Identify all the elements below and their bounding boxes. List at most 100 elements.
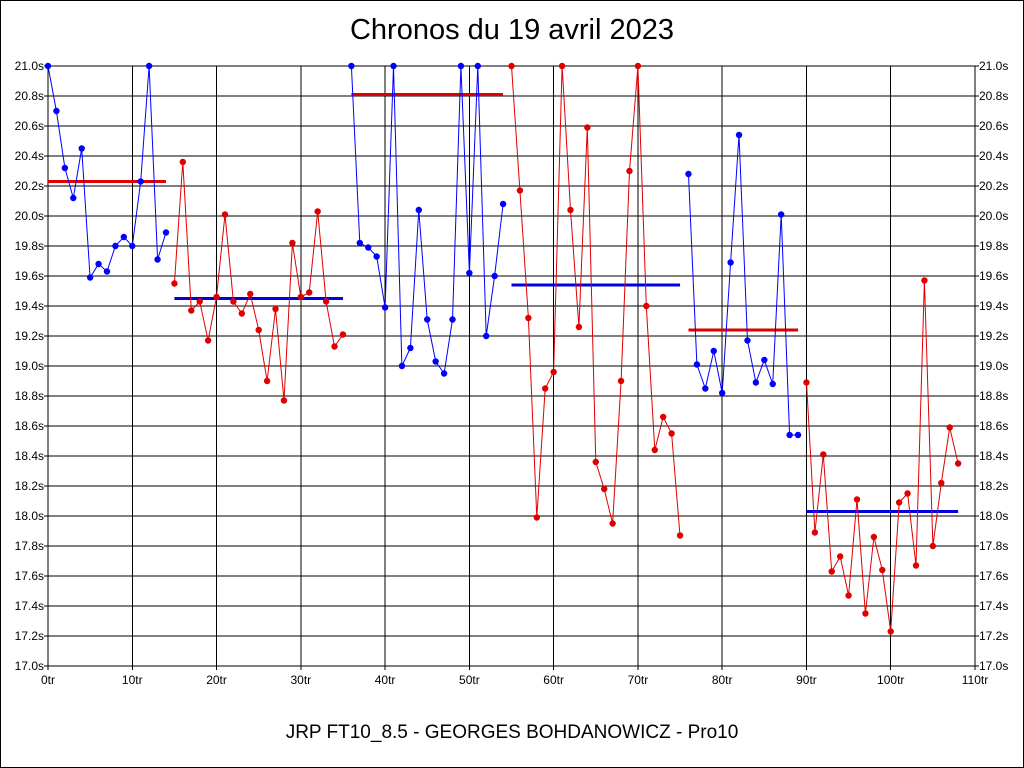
data-point bbox=[828, 568, 835, 575]
data-point bbox=[289, 239, 296, 247]
data-point bbox=[803, 379, 810, 386]
data-point bbox=[297, 293, 305, 301]
y-tick-label-left: 17.8s bbox=[15, 539, 44, 553]
data-point bbox=[137, 178, 144, 185]
data-point bbox=[938, 479, 945, 487]
data-point bbox=[609, 520, 616, 527]
data-point bbox=[668, 430, 675, 437]
data-point bbox=[407, 344, 414, 352]
data-point bbox=[685, 170, 692, 178]
data-point bbox=[491, 272, 498, 280]
y-tick-label-right: 18.2s bbox=[979, 479, 1008, 493]
y-tick-label-right: 21.0s bbox=[979, 59, 1008, 73]
y-tick-label-right: 20.6s bbox=[979, 119, 1008, 133]
data-point bbox=[735, 131, 743, 139]
data-point bbox=[145, 62, 153, 70]
data-point bbox=[676, 532, 684, 539]
y-tick-label-left: 19.6s bbox=[15, 269, 44, 283]
data-point bbox=[693, 361, 701, 368]
data-point bbox=[575, 323, 583, 331]
series-lines bbox=[44, 62, 962, 635]
x-tick-label: 0tr bbox=[41, 673, 55, 687]
y-tick-label-right: 19.2s bbox=[979, 329, 1008, 343]
data-point bbox=[129, 242, 136, 250]
y-tick-label-left: 18.4s bbox=[15, 449, 44, 463]
x-tick-label: 60tr bbox=[543, 673, 564, 687]
data-point bbox=[53, 107, 60, 115]
x-tick-label: 90tr bbox=[796, 673, 817, 687]
data-point bbox=[761, 356, 768, 364]
data-point bbox=[643, 302, 650, 310]
series-line-3 bbox=[350, 65, 504, 375]
y-tick-label-left: 20.4s bbox=[15, 149, 44, 163]
x-tick-label: 10tr bbox=[122, 673, 143, 687]
data-point bbox=[424, 316, 431, 323]
data-point bbox=[954, 460, 962, 467]
data-point bbox=[230, 298, 237, 305]
series-line-2 bbox=[173, 161, 344, 401]
y-tick-label-right: 19.6s bbox=[979, 269, 1008, 283]
data-point bbox=[542, 385, 549, 392]
data-point bbox=[752, 379, 760, 386]
data-point bbox=[196, 298, 203, 305]
data-point bbox=[280, 397, 288, 404]
y-tick-label-left: 17.4s bbox=[15, 599, 44, 613]
y-tick-label-right: 20.0s bbox=[979, 209, 1008, 223]
y-tick-label-left: 17.2s bbox=[15, 629, 44, 643]
y-tick-label-left: 19.0s bbox=[15, 359, 44, 373]
x-tick-label: 100tr bbox=[877, 673, 904, 687]
data-point bbox=[592, 458, 599, 466]
data-point bbox=[204, 337, 212, 344]
y-tick-label-left: 20.6s bbox=[15, 119, 44, 133]
data-point bbox=[483, 332, 490, 340]
y-tick-label-left: 19.4s bbox=[15, 299, 44, 313]
y-tick-label-left: 20.8s bbox=[15, 89, 44, 103]
data-point bbox=[879, 566, 886, 574]
data-point bbox=[322, 298, 330, 305]
data-point bbox=[626, 167, 633, 175]
data-point bbox=[390, 62, 397, 70]
data-point bbox=[466, 269, 473, 277]
y-tick-label-right: 20.8s bbox=[979, 89, 1008, 103]
y-tick-label-left: 17.0s bbox=[15, 659, 44, 673]
series-line-5 bbox=[688, 134, 798, 436]
data-point bbox=[373, 253, 380, 260]
data-point bbox=[365, 244, 372, 251]
y-tick-label-right: 18.6s bbox=[979, 419, 1008, 433]
x-tick-label: 50tr bbox=[459, 673, 480, 687]
data-point bbox=[339, 331, 347, 338]
data-point bbox=[912, 562, 920, 569]
data-point bbox=[331, 343, 338, 350]
y-tick-label-right: 18.4s bbox=[979, 449, 1008, 463]
data-point bbox=[525, 314, 532, 322]
y-tick-label-left: 18.8s bbox=[15, 389, 44, 403]
y-tick-label-right: 19.4s bbox=[979, 299, 1008, 313]
y-tick-label-right: 17.8s bbox=[979, 539, 1008, 553]
data-point bbox=[44, 62, 52, 70]
y-tick-label-right: 19.0s bbox=[979, 359, 1008, 373]
data-point bbox=[154, 256, 161, 263]
data-point bbox=[61, 164, 69, 172]
y-tick-label-left: 17.6s bbox=[15, 569, 44, 583]
y-tick-label-right: 18.0s bbox=[979, 509, 1008, 523]
data-point bbox=[769, 380, 776, 388]
x-tick-label: 20tr bbox=[206, 673, 227, 687]
data-point bbox=[255, 326, 262, 334]
data-point bbox=[432, 358, 439, 365]
data-point bbox=[777, 211, 785, 218]
data-point bbox=[718, 389, 726, 397]
data-point bbox=[499, 200, 507, 208]
y-tick-label-left: 19.2s bbox=[15, 329, 44, 343]
data-point bbox=[533, 514, 540, 521]
data-point bbox=[120, 233, 128, 241]
y-tick-label-right: 19.8s bbox=[979, 239, 1008, 253]
data-point bbox=[836, 553, 844, 560]
data-point bbox=[904, 490, 911, 497]
data-point bbox=[727, 259, 734, 266]
chart-footer: JRP FT10_8.5 - GEORGES BOHDANOWICZ - Pro… bbox=[285, 722, 739, 743]
x-tick-label: 30tr bbox=[290, 673, 311, 687]
data-point bbox=[794, 431, 802, 439]
data-point bbox=[247, 290, 254, 298]
data-point bbox=[263, 377, 271, 385]
